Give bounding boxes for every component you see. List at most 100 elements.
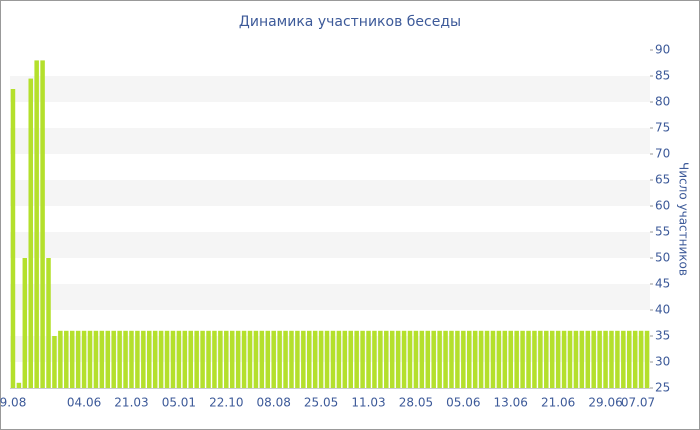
- bar: [135, 330, 140, 388]
- bar: [295, 330, 300, 388]
- bar: [46, 258, 51, 388]
- bar: [461, 330, 466, 388]
- y-tick-label: 35: [655, 329, 670, 343]
- x-tick-label: 08.08: [257, 396, 291, 410]
- bar: [259, 330, 265, 388]
- bar: [141, 330, 146, 388]
- bar: [508, 330, 513, 388]
- bar: [312, 330, 318, 388]
- bar: [200, 330, 205, 388]
- bar: [490, 330, 496, 388]
- bar: [372, 330, 377, 388]
- bar: [147, 330, 152, 388]
- bar: [431, 330, 436, 388]
- x-tick-label: 04.06: [67, 396, 101, 410]
- bar: [158, 330, 164, 388]
- bar: [502, 330, 508, 388]
- x-tick-label: 05.01: [162, 396, 196, 410]
- bar: [188, 330, 193, 388]
- bar: [69, 330, 75, 388]
- x-tick-label: 21.06: [541, 396, 575, 410]
- bar: [307, 330, 312, 388]
- bar: [395, 330, 401, 388]
- bar: [182, 330, 188, 388]
- bar: [644, 330, 650, 388]
- y-tick-label: 70: [655, 147, 670, 161]
- bar: [194, 330, 199, 388]
- bar: [342, 330, 348, 388]
- bar: [591, 330, 596, 388]
- y-tick-label: 45: [655, 277, 670, 291]
- bar: [360, 330, 365, 388]
- bar: [99, 330, 105, 388]
- bar: [117, 330, 122, 388]
- bar: [129, 330, 134, 388]
- bar: [389, 330, 395, 388]
- bar: [229, 330, 235, 388]
- bar: [579, 330, 585, 388]
- bar: [621, 330, 626, 388]
- bar: [330, 330, 336, 388]
- bar: [271, 330, 276, 388]
- bar: [152, 330, 158, 388]
- bar: [253, 330, 259, 388]
- bar: [28, 78, 33, 388]
- bar: [419, 330, 425, 388]
- bar: [235, 330, 241, 388]
- y-tick-label: 30: [655, 355, 670, 369]
- bar: [437, 330, 442, 388]
- y-tick-label: 60: [655, 199, 670, 213]
- bar: [348, 330, 353, 388]
- bar: [449, 330, 454, 388]
- bar: [561, 330, 567, 388]
- bar: [455, 330, 460, 388]
- bar: [87, 330, 93, 388]
- y-tick-label: 40: [655, 303, 670, 317]
- bar: [603, 330, 608, 388]
- bar: [10, 89, 16, 388]
- bar: [301, 330, 306, 388]
- grid-band: [10, 284, 650, 310]
- grid-band: [10, 128, 650, 154]
- y-tick-label: 90: [655, 43, 670, 57]
- bar: [75, 330, 81, 388]
- x-tick-label: 11.03: [351, 396, 385, 410]
- y-tick-label: 25: [655, 381, 670, 395]
- bar: [176, 330, 182, 388]
- x-tick-label: 07.07: [621, 396, 655, 410]
- bar: [58, 330, 63, 388]
- bar: [170, 330, 176, 388]
- y-tick-label: 55: [655, 225, 670, 239]
- bar: [549, 330, 555, 388]
- x-tick-label: 21.03: [114, 396, 148, 410]
- x-tick-label: 13.06: [494, 396, 528, 410]
- bar: [472, 330, 478, 388]
- bar: [93, 330, 99, 388]
- x-tick-label: 28.05: [399, 396, 433, 410]
- bar: [478, 330, 484, 388]
- bar: [384, 330, 389, 388]
- bar: [283, 330, 288, 388]
- y-tick-label: 65: [655, 173, 670, 187]
- bar: [16, 382, 22, 388]
- bar: [318, 330, 324, 388]
- bar: [324, 330, 330, 388]
- bar: [544, 330, 549, 388]
- bar: [443, 330, 448, 388]
- grid-band: [10, 180, 650, 206]
- bar: [218, 330, 223, 388]
- grid-band: [10, 232, 650, 258]
- bar: [111, 330, 116, 388]
- y-axis-title: Число участников: [677, 162, 691, 276]
- grid-band: [10, 336, 650, 362]
- chart-title: Динамика участников беседы: [239, 14, 461, 30]
- bar: [638, 330, 644, 388]
- x-tick-label: 29.06: [588, 396, 622, 410]
- bar: [514, 330, 519, 388]
- bar: [81, 330, 87, 388]
- bar: [407, 330, 413, 388]
- x-tick-label: 9.08: [0, 396, 26, 410]
- bar: [34, 60, 39, 389]
- bar: [632, 330, 638, 388]
